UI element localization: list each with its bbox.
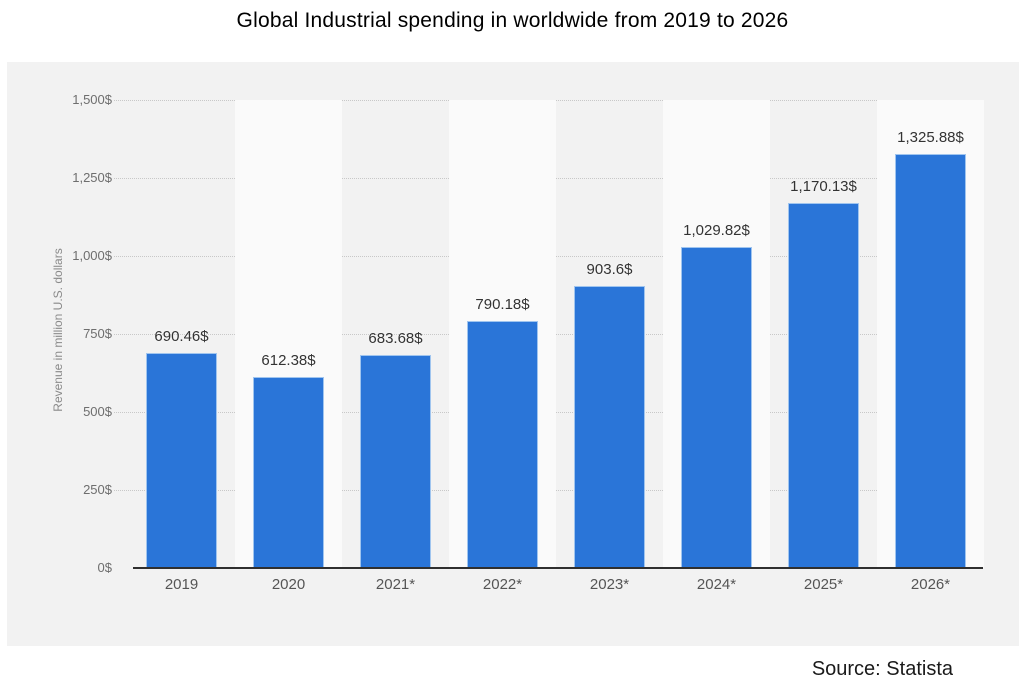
y-axis-tick-label: 250$ <box>83 482 112 497</box>
source-label: Source: Statista <box>811 658 953 680</box>
bar <box>894 154 967 568</box>
y-axis-tick-label: 1,500$ <box>72 92 112 107</box>
x-axis-labels: 2019 2020 2021* 2022* 2023* 2024* 2025* 2026* <box>128 576 984 593</box>
bar-value-label: 690.46$ <box>154 327 209 345</box>
bar-value-label: 612.38$ <box>261 351 316 369</box>
chart-panel: Revenue in million U.S. dollars 690.46$ 6… <box>7 62 1019 646</box>
x-axis-tick-label: 2025* <box>803 576 844 593</box>
x-axis-tick-label: 2022* <box>482 576 523 593</box>
bar <box>145 352 218 568</box>
x-axis-tick-label: 2019 <box>164 576 199 593</box>
bar-column: 690.46$ <box>128 100 235 568</box>
y-axis-tick-label: 750$ <box>83 326 112 341</box>
bar <box>573 286 646 568</box>
bar-column: 790.18$ <box>449 100 556 568</box>
x-axis-tick-label: 2020 <box>271 576 306 593</box>
bar-column: 1,029.82$ <box>663 100 770 568</box>
x-axis-tick-label: 2026* <box>910 576 951 593</box>
x-axis-tick-label: 2021* <box>375 576 416 593</box>
bar-value-label: 790.18$ <box>475 296 530 314</box>
y-axis-tick-label: 1,250$ <box>72 170 112 185</box>
bar-value-label: 1,029.82$ <box>683 221 750 239</box>
bar-column: 1,325.88$ <box>877 100 984 568</box>
bar-column: 1,170.13$ <box>770 100 877 568</box>
plot-columns: 690.46$ 612.38$ 683.68$ 790.18$ 903.6$ 1,029.… <box>128 100 984 568</box>
bar <box>252 376 325 568</box>
bar-value-label: 683.68$ <box>368 329 423 347</box>
x-axis-line <box>133 567 983 569</box>
bar-column: 612.38$ <box>235 100 342 568</box>
y-axis-tick-label: 500$ <box>83 404 112 419</box>
x-axis-tick-label: 2023* <box>589 576 630 593</box>
x-axis-tick-label: 2024* <box>696 576 737 593</box>
y-axis-tick-label: 1,000$ <box>72 248 112 263</box>
bar-column: 683.68$ <box>342 100 449 568</box>
bar-value-label: 1,325.88$ <box>897 129 964 147</box>
bar-value-label: 903.6$ <box>586 261 633 279</box>
bar <box>787 202 860 568</box>
bar <box>466 321 539 568</box>
bar <box>359 354 432 568</box>
bar-value-label: 1,170.13$ <box>790 177 857 195</box>
y-axis-tick-label: 0$ <box>97 560 112 575</box>
chart-title: Global Industrial spending in worldwide … <box>236 9 789 32</box>
bar <box>680 246 753 568</box>
bar-column: 903.6$ <box>556 100 663 568</box>
